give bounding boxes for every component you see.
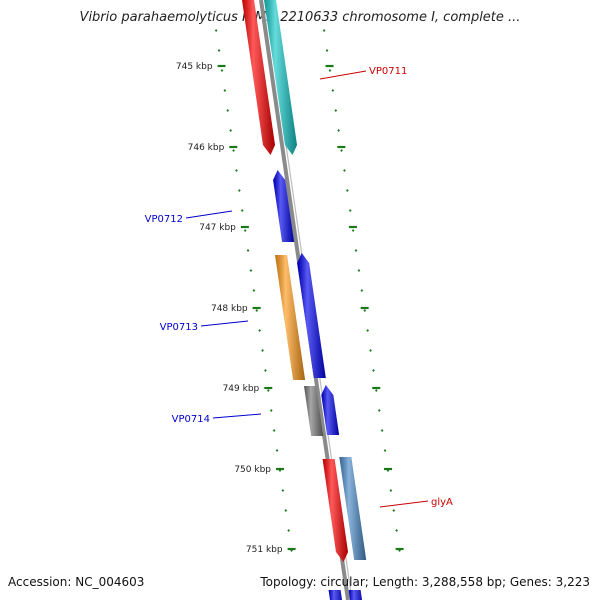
- minor-tick: [383, 449, 387, 452]
- minor-tick: [354, 249, 358, 252]
- gene-label[interactable]: VP0711: [369, 66, 407, 77]
- minor-tick: [275, 449, 279, 452]
- blue-gene-1-shading: [273, 170, 295, 242]
- minor-tick: [287, 529, 290, 532]
- minor-tick: [380, 429, 384, 432]
- minor-tick: [389, 489, 393, 492]
- red-gene-bottom-shading: [322, 459, 348, 562]
- red-gene-top-shading: [242, 0, 275, 155]
- map-title: Vibrio parahaemolyticus RIMD 2210633 chr…: [79, 10, 521, 25]
- tick-label: 745 kbp: [176, 62, 213, 72]
- minor-tick: [334, 109, 338, 112]
- tick-label: 749 kbp: [223, 384, 260, 394]
- minor-tick: [363, 309, 367, 312]
- minor-tick: [272, 429, 276, 432]
- minor-tick: [258, 329, 261, 332]
- minor-tick: [278, 469, 282, 472]
- accession-text: Accession: NC_004603: [8, 575, 145, 589]
- minor-tick: [337, 129, 340, 132]
- gene-label[interactable]: glyA: [431, 497, 453, 508]
- minor-tick: [240, 209, 244, 212]
- minor-tick: [249, 269, 253, 272]
- blue-gene-bottom-a-shading: [328, 590, 342, 600]
- minor-tick: [328, 69, 332, 72]
- minor-tick: [229, 129, 232, 132]
- minor-tick: [264, 369, 267, 372]
- minor-tick: [290, 549, 293, 552]
- minor-tick: [343, 169, 346, 172]
- minor-tick: [217, 49, 221, 52]
- minor-tick: [214, 29, 218, 32]
- genome-summary-text: Topology: circular; Length: 3,288,558 bp…: [260, 575, 590, 589]
- minor-tick: [223, 89, 227, 92]
- minor-tick: [377, 409, 381, 412]
- orange-gene-shading: [275, 255, 306, 380]
- leader-line: [200, 320, 249, 327]
- minor-tick: [348, 209, 352, 212]
- minor-tick: [340, 149, 343, 152]
- tick-label: 746 kbp: [188, 143, 225, 153]
- steelblue-gene-shading: [339, 457, 367, 560]
- blue-gene-bottom-b-shading: [348, 590, 362, 600]
- minor-tick: [360, 289, 364, 292]
- gene-label[interactable]: VP0713: [160, 322, 198, 333]
- minor-tick: [346, 189, 349, 192]
- minor-tick: [372, 369, 375, 372]
- leader-line: [379, 500, 429, 508]
- minor-tick: [267, 389, 270, 392]
- minor-tick: [226, 109, 230, 112]
- minor-tick: [243, 229, 247, 232]
- gene-label[interactable]: VP0714: [172, 414, 210, 425]
- tick-label: 750 kbp: [234, 465, 271, 475]
- minor-tick: [220, 69, 224, 72]
- tick-label: 751 kbp: [246, 545, 283, 555]
- minor-tick: [395, 529, 398, 532]
- cyan-gene-top-shading: [264, 0, 297, 155]
- leader-line: [185, 210, 233, 219]
- minor-tick: [322, 29, 326, 32]
- gene-label[interactable]: VP0712: [145, 214, 183, 225]
- minor-tick: [235, 169, 238, 172]
- minor-tick: [331, 89, 335, 92]
- minor-tick: [366, 329, 369, 332]
- tick-label: 748 kbp: [211, 304, 248, 314]
- minor-tick: [325, 49, 329, 52]
- minor-tick: [255, 309, 259, 312]
- minor-tick: [284, 509, 288, 512]
- minor-tick: [252, 289, 256, 292]
- minor-tick: [281, 489, 285, 492]
- minor-tick: [386, 469, 390, 472]
- minor-tick: [392, 509, 396, 512]
- minor-tick: [357, 269, 361, 272]
- minor-tick: [369, 349, 372, 352]
- minor-tick: [351, 229, 355, 232]
- gray-gene-shading: [304, 386, 324, 436]
- minor-tick: [375, 389, 378, 392]
- blue-gene-2-shading: [297, 253, 326, 378]
- minor-tick: [398, 549, 401, 552]
- leader-line: [212, 413, 262, 419]
- minor-tick: [269, 409, 273, 412]
- minor-tick: [232, 149, 235, 152]
- tick-label: 747 kbp: [199, 223, 236, 233]
- minor-tick: [261, 349, 264, 352]
- blue-gene-3-shading: [321, 385, 340, 435]
- minor-tick: [246, 249, 250, 252]
- minor-tick: [238, 189, 241, 192]
- leader-line: [319, 70, 367, 80]
